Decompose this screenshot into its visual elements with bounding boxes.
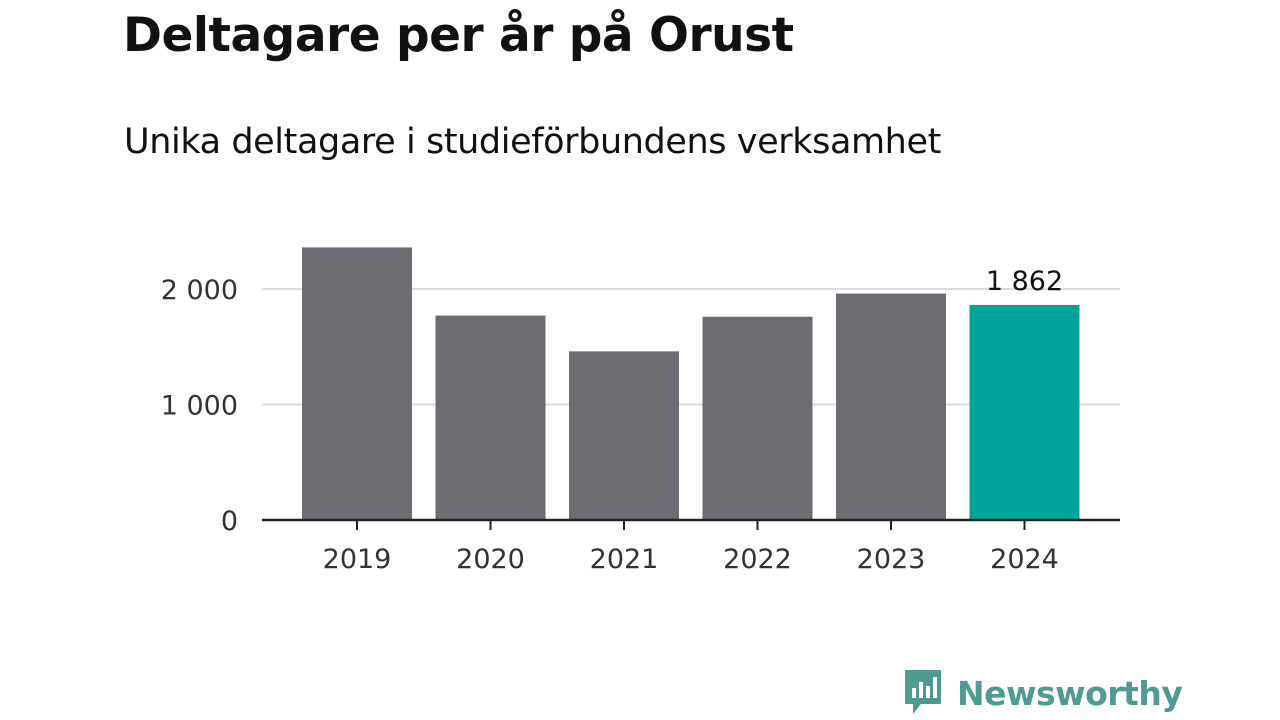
bar-2021 [569,351,679,520]
chart-title: Deltagare per år på Orust [123,8,794,63]
x-tick-label: 2022 [723,544,792,575]
chart-subtitle: Unika deltagare i studieförbundens verks… [124,122,941,162]
x-tick-label: 2020 [456,544,525,575]
data-label: 1 862 [986,266,1063,297]
y-tick-label: 0 [221,506,238,537]
x-tick-label: 2024 [990,544,1059,575]
brand-name: Newsworthy [957,673,1183,713]
x-tick-label: 2021 [590,544,659,575]
bar-2022 [702,316,813,520]
x-tick-label: 2023 [857,544,926,575]
bar-2020 [435,315,546,520]
y-tick-label: 2 000 [161,275,238,306]
bar-2024 [969,304,1080,520]
brand-logo: Newsworthy [903,668,1183,718]
bar-2019 [302,247,412,521]
bar-2023 [836,293,946,520]
y-tick-label: 1 000 [161,391,238,422]
x-tick-label: 2019 [323,544,392,575]
newsworthy-logo-icon [905,670,941,714]
